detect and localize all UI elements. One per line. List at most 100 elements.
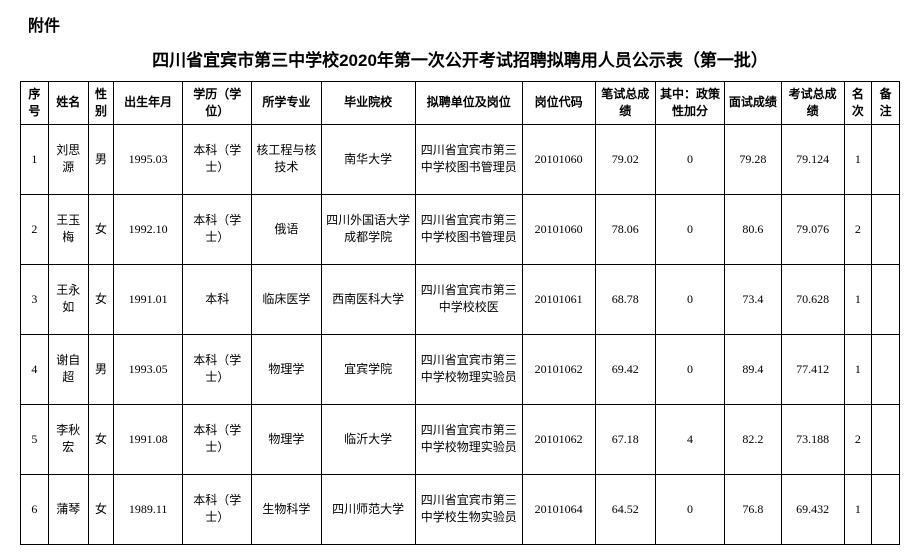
cell-school: 南华大学 — [321, 124, 415, 194]
cell-unit: 四川省宜宾市第三中学校物理实验员 — [415, 404, 522, 474]
cell-interview: 89.4 — [725, 334, 782, 404]
cell-written: 79.02 — [595, 124, 655, 194]
cell-gender: 女 — [88, 264, 113, 334]
col-gender: 性别 — [88, 82, 113, 125]
cell-unit: 四川省宜宾市第三中学校校医 — [415, 264, 522, 334]
col-birth: 出生年月 — [114, 82, 183, 125]
cell-birth: 1993.05 — [114, 334, 183, 404]
col-written: 笔试总成绩 — [595, 82, 655, 125]
table-row: 1刘思源男1995.03本科（学士）核工程与核技术南华大学四川省宜宾市第三中学校… — [21, 124, 900, 194]
cell-code: 20101060 — [522, 194, 595, 264]
cell-edu: 本科（学士） — [183, 194, 252, 264]
cell-birth: 1991.01 — [114, 264, 183, 334]
cell-gender: 女 — [88, 194, 113, 264]
cell-gender: 男 — [88, 334, 113, 404]
col-edu: 学历（学位） — [183, 82, 252, 125]
cell-gender: 男 — [88, 124, 113, 194]
col-name: 姓名 — [48, 82, 88, 125]
cell-remark — [872, 124, 900, 194]
page-title: 四川省宜宾市第三中学校2020年第一次公开考试招聘拟聘用人员公示表（第一批） — [20, 46, 900, 71]
cell-school: 西南医科大学 — [321, 264, 415, 334]
cell-total: 79.124 — [781, 124, 844, 194]
cell-interview: 73.4 — [725, 264, 782, 334]
cell-edu: 本科（学士） — [183, 404, 252, 474]
cell-remark — [872, 264, 900, 334]
cell-major: 临床医学 — [252, 264, 321, 334]
cell-seq: 1 — [21, 124, 49, 194]
cell-remark — [872, 404, 900, 474]
table-row: 2王玉梅女1992.10本科（学士）俄语四川外国语大学成都学院四川省宜宾市第三中… — [21, 194, 900, 264]
col-unit: 拟聘单位及岗位 — [415, 82, 522, 125]
cell-unit: 四川省宜宾市第三中学校物理实验员 — [415, 334, 522, 404]
cell-bonus: 0 — [655, 194, 724, 264]
cell-seq: 3 — [21, 264, 49, 334]
cell-major: 俄语 — [252, 194, 321, 264]
col-major: 所学专业 — [252, 82, 321, 125]
cell-remark — [872, 334, 900, 404]
cell-edu: 本科（学士） — [183, 124, 252, 194]
cell-written: 67.18 — [595, 404, 655, 474]
col-interview: 面试成绩 — [725, 82, 782, 125]
cell-school: 四川外国语大学成都学院 — [321, 194, 415, 264]
cell-name: 刘思源 — [48, 124, 88, 194]
cell-code: 20101062 — [522, 404, 595, 474]
cell-birth: 1991.08 — [114, 404, 183, 474]
cell-rank: 1 — [844, 334, 872, 404]
cell-bonus: 4 — [655, 404, 724, 474]
cell-remark — [872, 194, 900, 264]
cell-code: 20101062 — [522, 334, 595, 404]
cell-school: 临沂大学 — [321, 404, 415, 474]
cell-written: 69.42 — [595, 334, 655, 404]
cell-rank: 1 — [844, 124, 872, 194]
cell-total: 77.412 — [781, 334, 844, 404]
cell-bonus: 0 — [655, 264, 724, 334]
attachment-label: 附件 — [28, 12, 900, 36]
col-rank: 名次 — [844, 82, 872, 125]
cell-major: 物理学 — [252, 404, 321, 474]
recruitment-table: 序号 姓名 性别 出生年月 学历（学位） 所学专业 毕业院校 拟聘单位及岗位 岗… — [20, 81, 900, 545]
cell-birth: 1992.10 — [114, 194, 183, 264]
cell-major: 核工程与核技术 — [252, 124, 321, 194]
cell-written: 68.78 — [595, 264, 655, 334]
table-row: 3王永如女1991.01本科临床医学西南医科大学四川省宜宾市第三中学校校医201… — [21, 264, 900, 334]
col-remark: 备注 — [872, 82, 900, 125]
cell-code: 20101060 — [522, 124, 595, 194]
cell-total: 70.628 — [781, 264, 844, 334]
cell-interview: 80.6 — [725, 194, 782, 264]
cell-gender: 女 — [88, 404, 113, 474]
col-code: 岗位代码 — [522, 82, 595, 125]
cell-unit: 四川省宜宾市第三中学校图书管理员 — [415, 124, 522, 194]
cell-rank: 2 — [844, 194, 872, 264]
cell-total: 73.188 — [781, 404, 844, 474]
cell-birth: 1995.03 — [114, 124, 183, 194]
cell-bonus: 0 — [655, 334, 724, 404]
table-body: 1刘思源男1995.03本科（学士）核工程与核技术南华大学四川省宜宾市第三中学校… — [21, 124, 900, 544]
table-header-row: 序号 姓名 性别 出生年月 学历（学位） 所学专业 毕业院校 拟聘单位及岗位 岗… — [21, 82, 900, 125]
cell-name: 李秋宏 — [48, 404, 88, 474]
cell-seq: 2 — [21, 194, 49, 264]
cell-name: 王玉梅 — [48, 194, 88, 264]
cell-total: 79.076 — [781, 194, 844, 264]
cell-unit: 四川省宜宾市第三中学校图书管理员 — [415, 194, 522, 264]
table-row: 4谢自超男1993.05本科（学士）物理学宜宾学院四川省宜宾市第三中学校物理实验… — [21, 334, 900, 404]
cell-rank: 2 — [844, 404, 872, 474]
cell-name: 谢自超 — [48, 334, 88, 404]
cell-name: 王永如 — [48, 264, 88, 334]
cell-seq: 5 — [21, 404, 49, 474]
cell-interview: 82.2 — [725, 404, 782, 474]
col-seq: 序号 — [21, 82, 49, 125]
col-school: 毕业院校 — [321, 82, 415, 125]
table-row: 5李秋宏女1991.08本科（学士）物理学临沂大学四川省宜宾市第三中学校物理实验… — [21, 404, 900, 474]
cell-bonus: 0 — [655, 124, 724, 194]
cell-edu: 本科（学士） — [183, 334, 252, 404]
cell-code: 20101061 — [522, 264, 595, 334]
col-bonus: 其中：政策性加分 — [655, 82, 724, 125]
cell-seq: 4 — [21, 334, 49, 404]
cell-edu: 本科 — [183, 264, 252, 334]
cell-rank: 1 — [844, 264, 872, 334]
col-total: 考试总成绩 — [781, 82, 844, 125]
cell-major: 物理学 — [252, 334, 321, 404]
cell-interview: 79.28 — [725, 124, 782, 194]
cell-school: 宜宾学院 — [321, 334, 415, 404]
cell-written: 78.06 — [595, 194, 655, 264]
